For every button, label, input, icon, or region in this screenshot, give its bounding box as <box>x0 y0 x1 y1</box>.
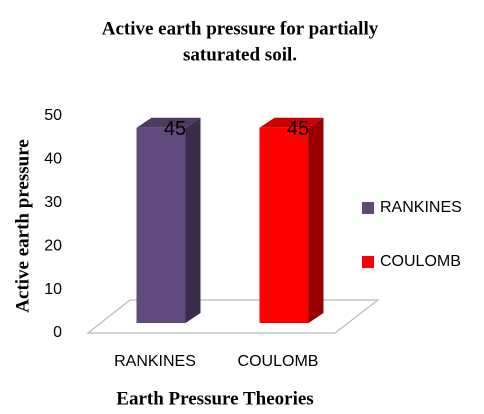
bar-face <box>259 127 309 323</box>
legend-swatch <box>362 256 374 268</box>
legend-swatch <box>362 202 374 214</box>
bar-face <box>136 127 186 323</box>
bar <box>259 117 324 323</box>
x-axis-label: Earth Pressure Theories <box>116 388 313 409</box>
y-tick-label: 40 <box>44 151 62 168</box>
bar-face <box>185 117 201 323</box>
chart-title: saturated soil. <box>183 44 297 65</box>
y-tick-label: 30 <box>44 194 62 211</box>
floor <box>86 299 380 334</box>
bar-face <box>259 117 324 128</box>
data-label: 45 <box>164 118 186 140</box>
bar-face <box>136 117 201 128</box>
y-tick-label: 0 <box>53 324 62 341</box>
y-axis-label: Active earth pressure <box>12 139 33 312</box>
x-tick-label: COULOMB <box>238 353 319 370</box>
chart-title: Active earth pressure for partially <box>102 18 379 39</box>
bar-face <box>308 117 324 323</box>
bar <box>136 117 201 323</box>
data-label: 45 <box>287 118 309 140</box>
y-tick-label: 50 <box>44 107 62 124</box>
legend-label: RANKINES <box>380 199 462 216</box>
x-tick-label: RANKINES <box>114 353 196 370</box>
y-tick-label: 10 <box>44 281 62 298</box>
y-tick-label: 20 <box>44 237 62 254</box>
legend-label: COULOMB <box>380 253 461 270</box>
